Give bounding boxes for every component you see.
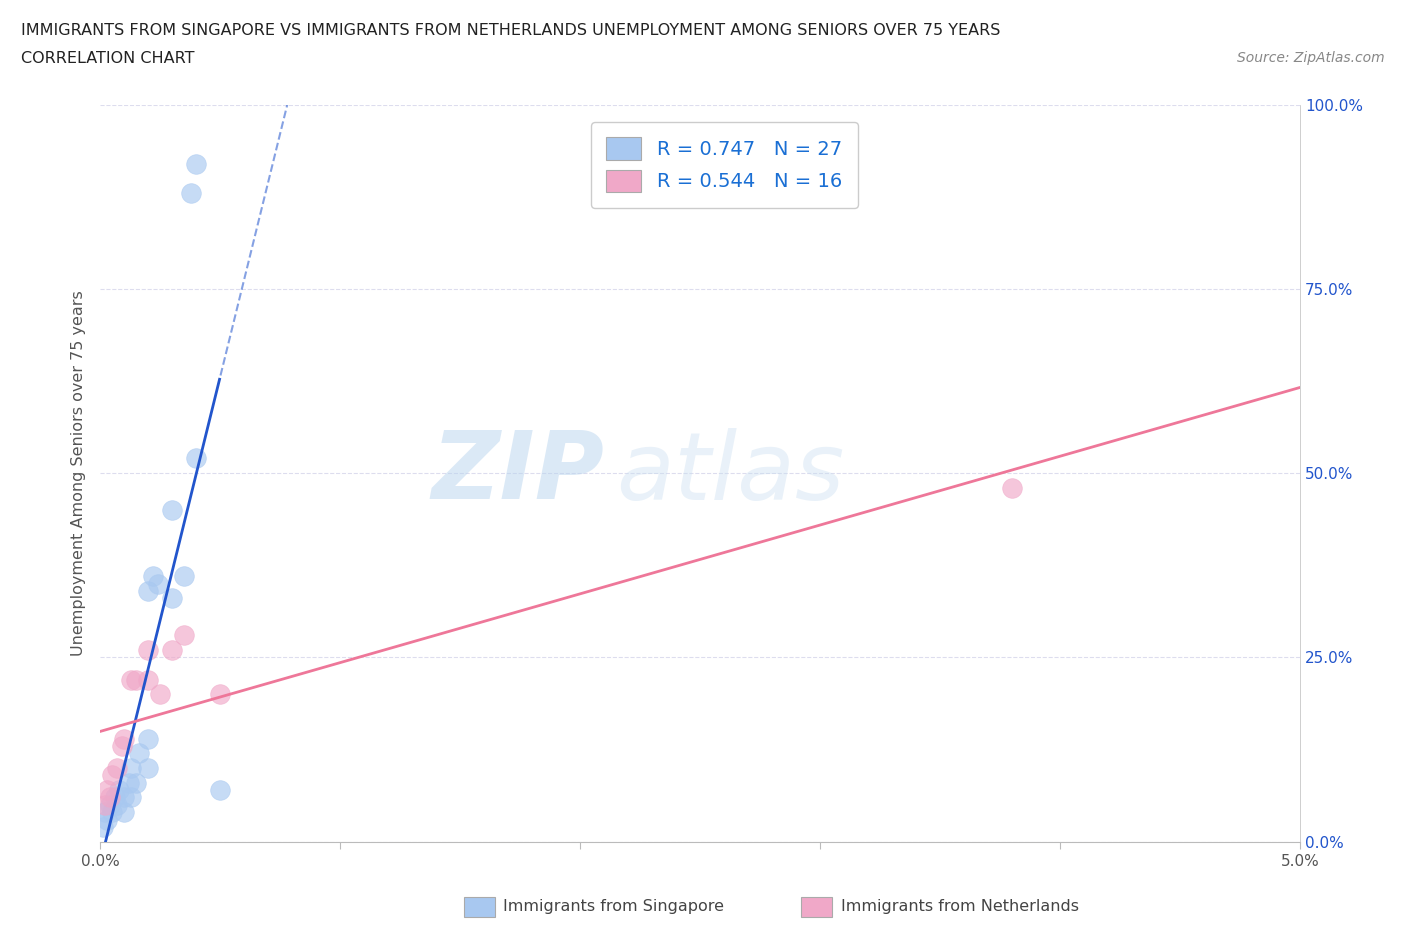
Point [118, 776, 141, 790]
Point [1001, 481, 1024, 496]
Point [120, 672, 142, 687]
Text: atlas: atlas [616, 428, 845, 519]
Point [91, 819, 114, 834]
Point [96, 812, 118, 827]
Point [120, 761, 142, 776]
Text: ZIP: ZIP [432, 427, 605, 519]
Point [112, 731, 135, 746]
Point [105, 797, 128, 812]
Point [184, 451, 207, 466]
Point [128, 746, 150, 761]
Point [120, 790, 142, 804]
Point [173, 628, 195, 643]
Point [105, 761, 128, 776]
Point [209, 687, 232, 702]
Point [160, 643, 183, 658]
Point [136, 584, 159, 599]
Point [125, 672, 148, 687]
Point [96, 783, 118, 798]
Legend: R = 0.747   N = 27, R = 0.544   N = 16: R = 0.747 N = 27, R = 0.544 N = 16 [591, 122, 858, 207]
Point [136, 761, 159, 776]
Text: Source: ZipAtlas.com: Source: ZipAtlas.com [1237, 51, 1385, 65]
Point [125, 776, 148, 790]
Point [173, 569, 195, 584]
Text: CORRELATION CHART: CORRELATION CHART [21, 51, 194, 66]
Text: IMMIGRANTS FROM SINGAPORE VS IMMIGRANTS FROM NETHERLANDS UNEMPLOYMENT AMONG SENI: IMMIGRANTS FROM SINGAPORE VS IMMIGRANTS … [21, 23, 1001, 38]
Point [103, 790, 125, 804]
Point [101, 804, 124, 819]
Point [94, 797, 117, 812]
Point [149, 687, 172, 702]
Point [146, 577, 169, 591]
Point [136, 731, 159, 746]
Point [136, 672, 159, 687]
Point [160, 502, 183, 517]
Point [101, 768, 124, 783]
Point [142, 569, 165, 584]
Text: Immigrants from Singapore: Immigrants from Singapore [503, 899, 724, 914]
Point [180, 186, 202, 201]
Point [160, 591, 183, 606]
Point [209, 783, 232, 798]
Point [108, 783, 131, 798]
Point [111, 738, 134, 753]
Point [98, 797, 121, 812]
Point [136, 643, 159, 658]
Y-axis label: Unemployment Among Seniors over 75 years: Unemployment Among Seniors over 75 years [72, 290, 86, 656]
Text: Immigrants from Netherlands: Immigrants from Netherlands [841, 899, 1078, 914]
Point [112, 790, 135, 804]
Point [98, 790, 121, 804]
Point [184, 156, 207, 171]
Point [112, 804, 135, 819]
Point [94, 804, 117, 819]
